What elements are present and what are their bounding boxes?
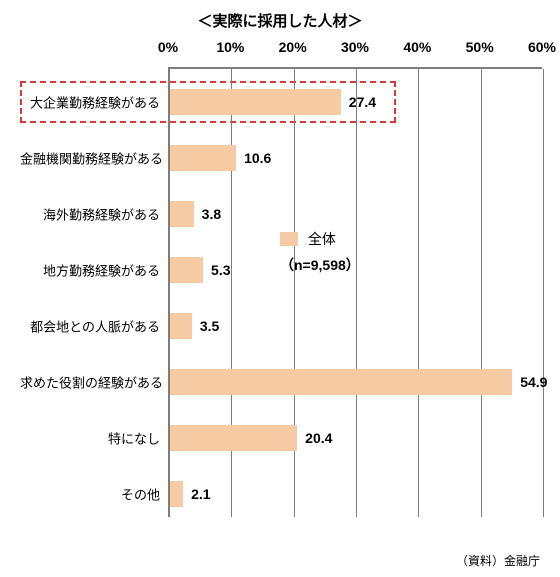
legend-label: 全体 bbox=[308, 231, 336, 247]
bar bbox=[170, 145, 236, 171]
source-text: （資料）金融庁 bbox=[456, 552, 540, 569]
bar bbox=[170, 257, 203, 283]
bar-row: 特になし20.4 bbox=[170, 425, 542, 451]
bar bbox=[170, 481, 183, 507]
category-label: 地方勤務経験がある bbox=[20, 261, 170, 280]
category-label: 特になし bbox=[20, 429, 170, 448]
value-label: 27.4 bbox=[349, 94, 376, 110]
bar bbox=[170, 201, 194, 227]
gridline bbox=[543, 69, 544, 517]
chart-area: 0%10%20%30%40%50%60% 大企業勤務経験がある27.4金融機関勤… bbox=[18, 39, 542, 517]
value-label: 2.1 bbox=[191, 486, 210, 502]
x-tick-label: 30% bbox=[341, 39, 369, 55]
bar-row: 金融機関勤務経験がある10.6 bbox=[170, 145, 542, 171]
bar bbox=[170, 89, 341, 115]
x-tick-label: 50% bbox=[466, 39, 494, 55]
x-axis: 0%10%20%30%40%50%60% bbox=[168, 39, 542, 67]
value-label: 3.5 bbox=[200, 318, 219, 334]
value-label: 3.8 bbox=[202, 206, 221, 222]
chart-title: ＜実際に採用した人材＞ bbox=[0, 0, 560, 39]
x-tick-label: 60% bbox=[528, 39, 556, 55]
plot-area: 大企業勤務経験がある27.4 金融機関勤務経験がある10.6 海外勤務経験がある3.… bbox=[168, 67, 542, 517]
category-label: 都会地との人脈がある bbox=[20, 317, 170, 336]
bar bbox=[170, 369, 512, 395]
bar-row: 求めた役割の経験がある54.9 bbox=[170, 369, 542, 395]
value-label: 20.4 bbox=[305, 430, 332, 446]
category-label: 金融機関勤務経験がある bbox=[20, 149, 170, 168]
category-label: その他 bbox=[20, 485, 170, 504]
bar bbox=[170, 313, 192, 339]
x-tick-label: 0% bbox=[158, 39, 178, 55]
bar-row: その他2.1 bbox=[170, 481, 542, 507]
value-label: 54.9 bbox=[520, 374, 547, 390]
value-label: 10.6 bbox=[244, 150, 271, 166]
bar-row: 海外勤務経験がある3.8 bbox=[170, 201, 542, 227]
x-tick-label: 10% bbox=[216, 39, 244, 55]
bar bbox=[170, 425, 297, 451]
bar-row: 大企業勤務経験がある27.4 bbox=[170, 89, 542, 115]
category-label: 求めた役割の経験がある bbox=[20, 373, 170, 392]
legend-subtext: （n=9,598） bbox=[280, 255, 360, 275]
value-label: 5.3 bbox=[211, 262, 230, 278]
x-tick-label: 40% bbox=[403, 39, 431, 55]
bar-row: 都会地との人脈がある3.5 bbox=[170, 313, 542, 339]
category-label: 大企業勤務経験がある bbox=[20, 93, 170, 112]
x-tick-label: 20% bbox=[279, 39, 307, 55]
legend-swatch bbox=[280, 232, 298, 246]
category-label: 海外勤務経験がある bbox=[20, 205, 170, 224]
legend: 全体 （n=9,598） bbox=[280, 229, 360, 275]
